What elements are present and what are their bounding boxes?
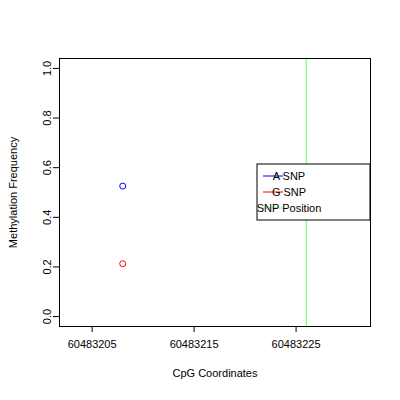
svg-text:Methylation Frequency: Methylation Frequency xyxy=(7,136,19,248)
svg-text:A SNP: A SNP xyxy=(273,170,305,182)
svg-text:SNP Position: SNP Position xyxy=(257,202,322,214)
svg-text:60483225: 60483225 xyxy=(272,338,321,350)
svg-text:0.8: 0.8 xyxy=(41,110,53,125)
svg-text:0.2: 0.2 xyxy=(41,259,53,274)
svg-text:60483205: 60483205 xyxy=(68,338,117,350)
svg-text:0.6: 0.6 xyxy=(41,160,53,175)
svg-text:G SNP: G SNP xyxy=(272,186,306,198)
svg-text:CpG Coordinates: CpG Coordinates xyxy=(173,367,258,379)
svg-text:0.0: 0.0 xyxy=(41,309,53,324)
svg-text:0.4: 0.4 xyxy=(41,210,53,225)
svg-text:60483215: 60483215 xyxy=(170,338,219,350)
svg-text:1.0: 1.0 xyxy=(41,61,53,76)
